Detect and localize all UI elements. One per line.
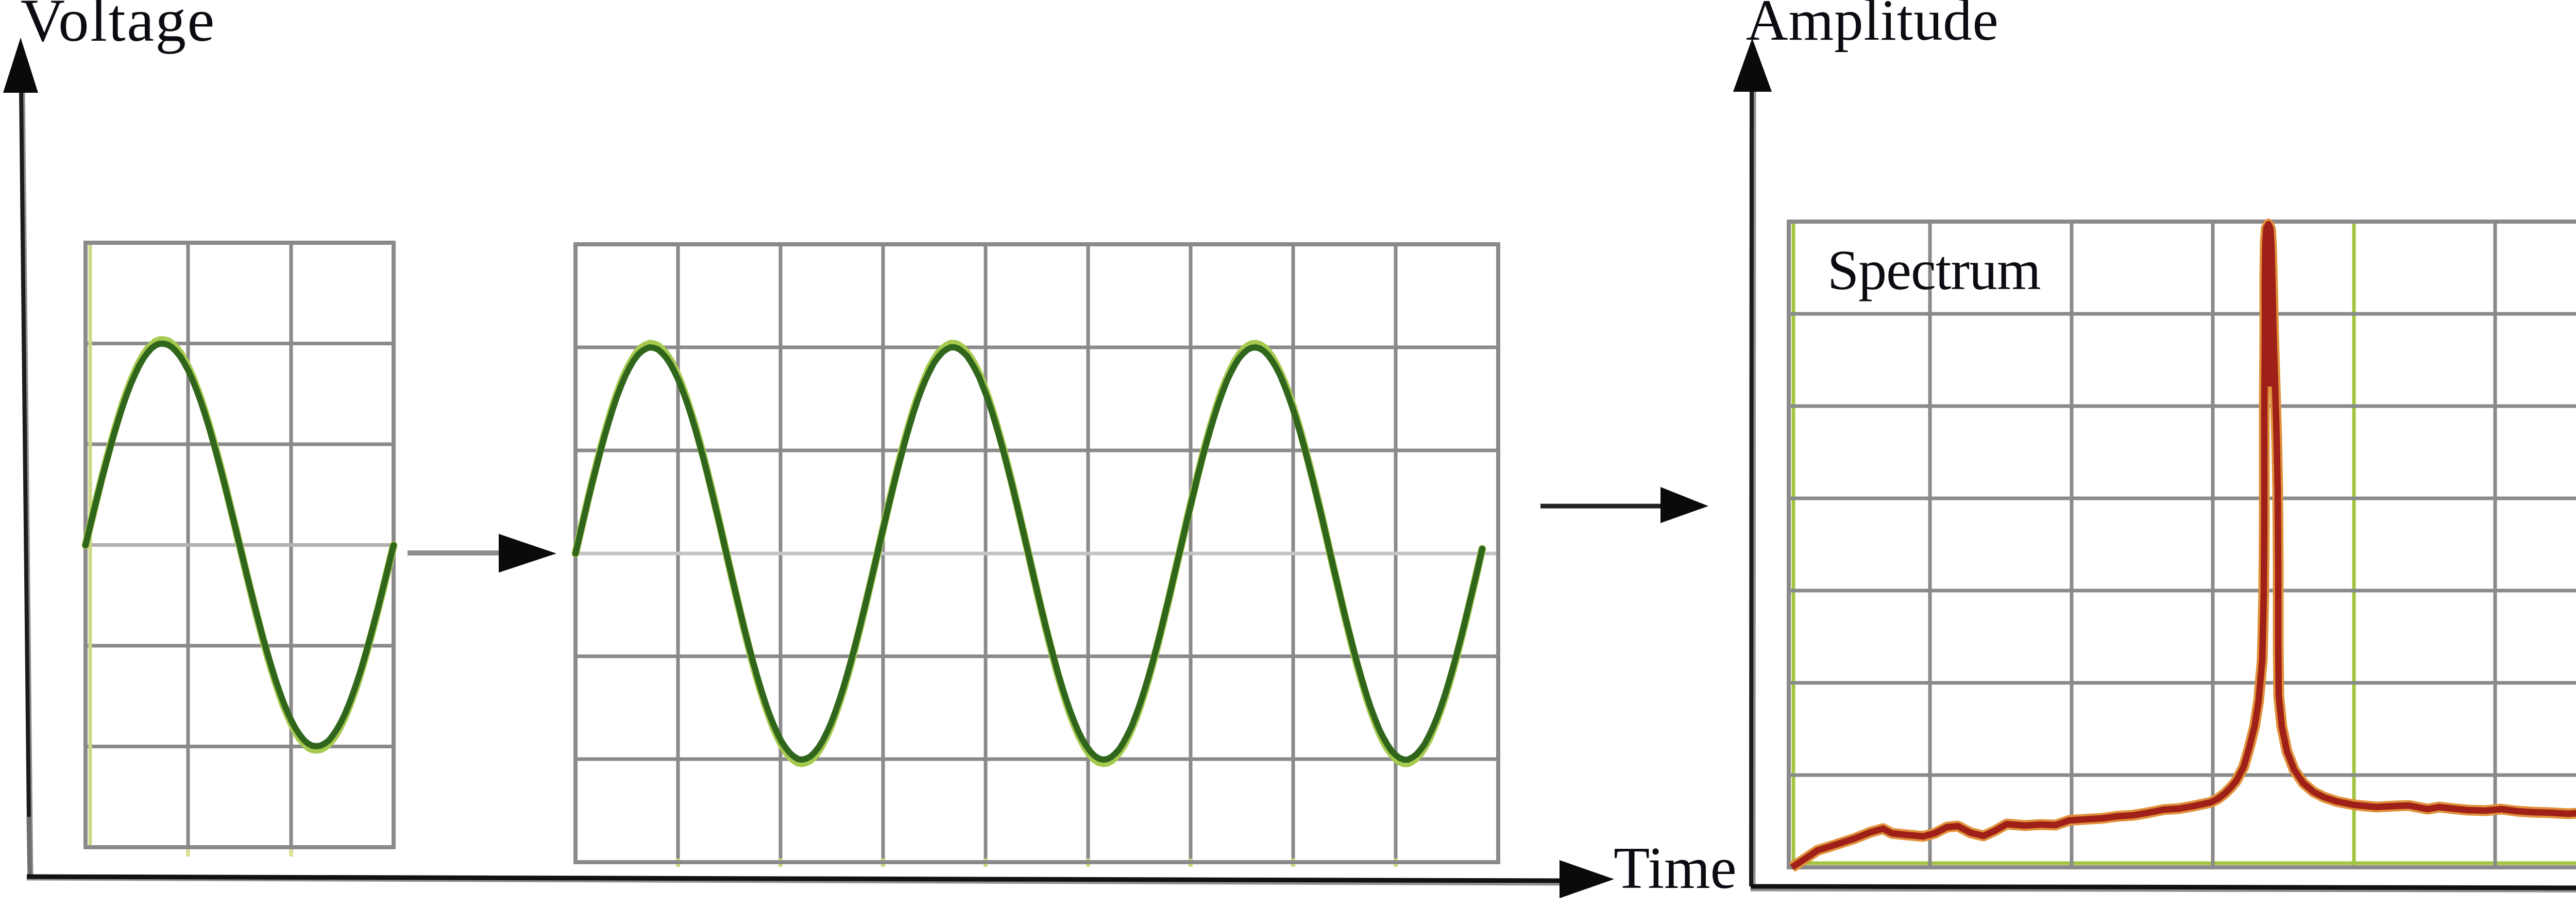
svg-text:Spectrum: Spectrum [1827, 239, 2041, 301]
svg-text:Amplitude: Amplitude [1746, 0, 1999, 53]
svg-text:Voltage: Voltage [21, 0, 216, 54]
svg-text:Time: Time [1614, 835, 1737, 901]
